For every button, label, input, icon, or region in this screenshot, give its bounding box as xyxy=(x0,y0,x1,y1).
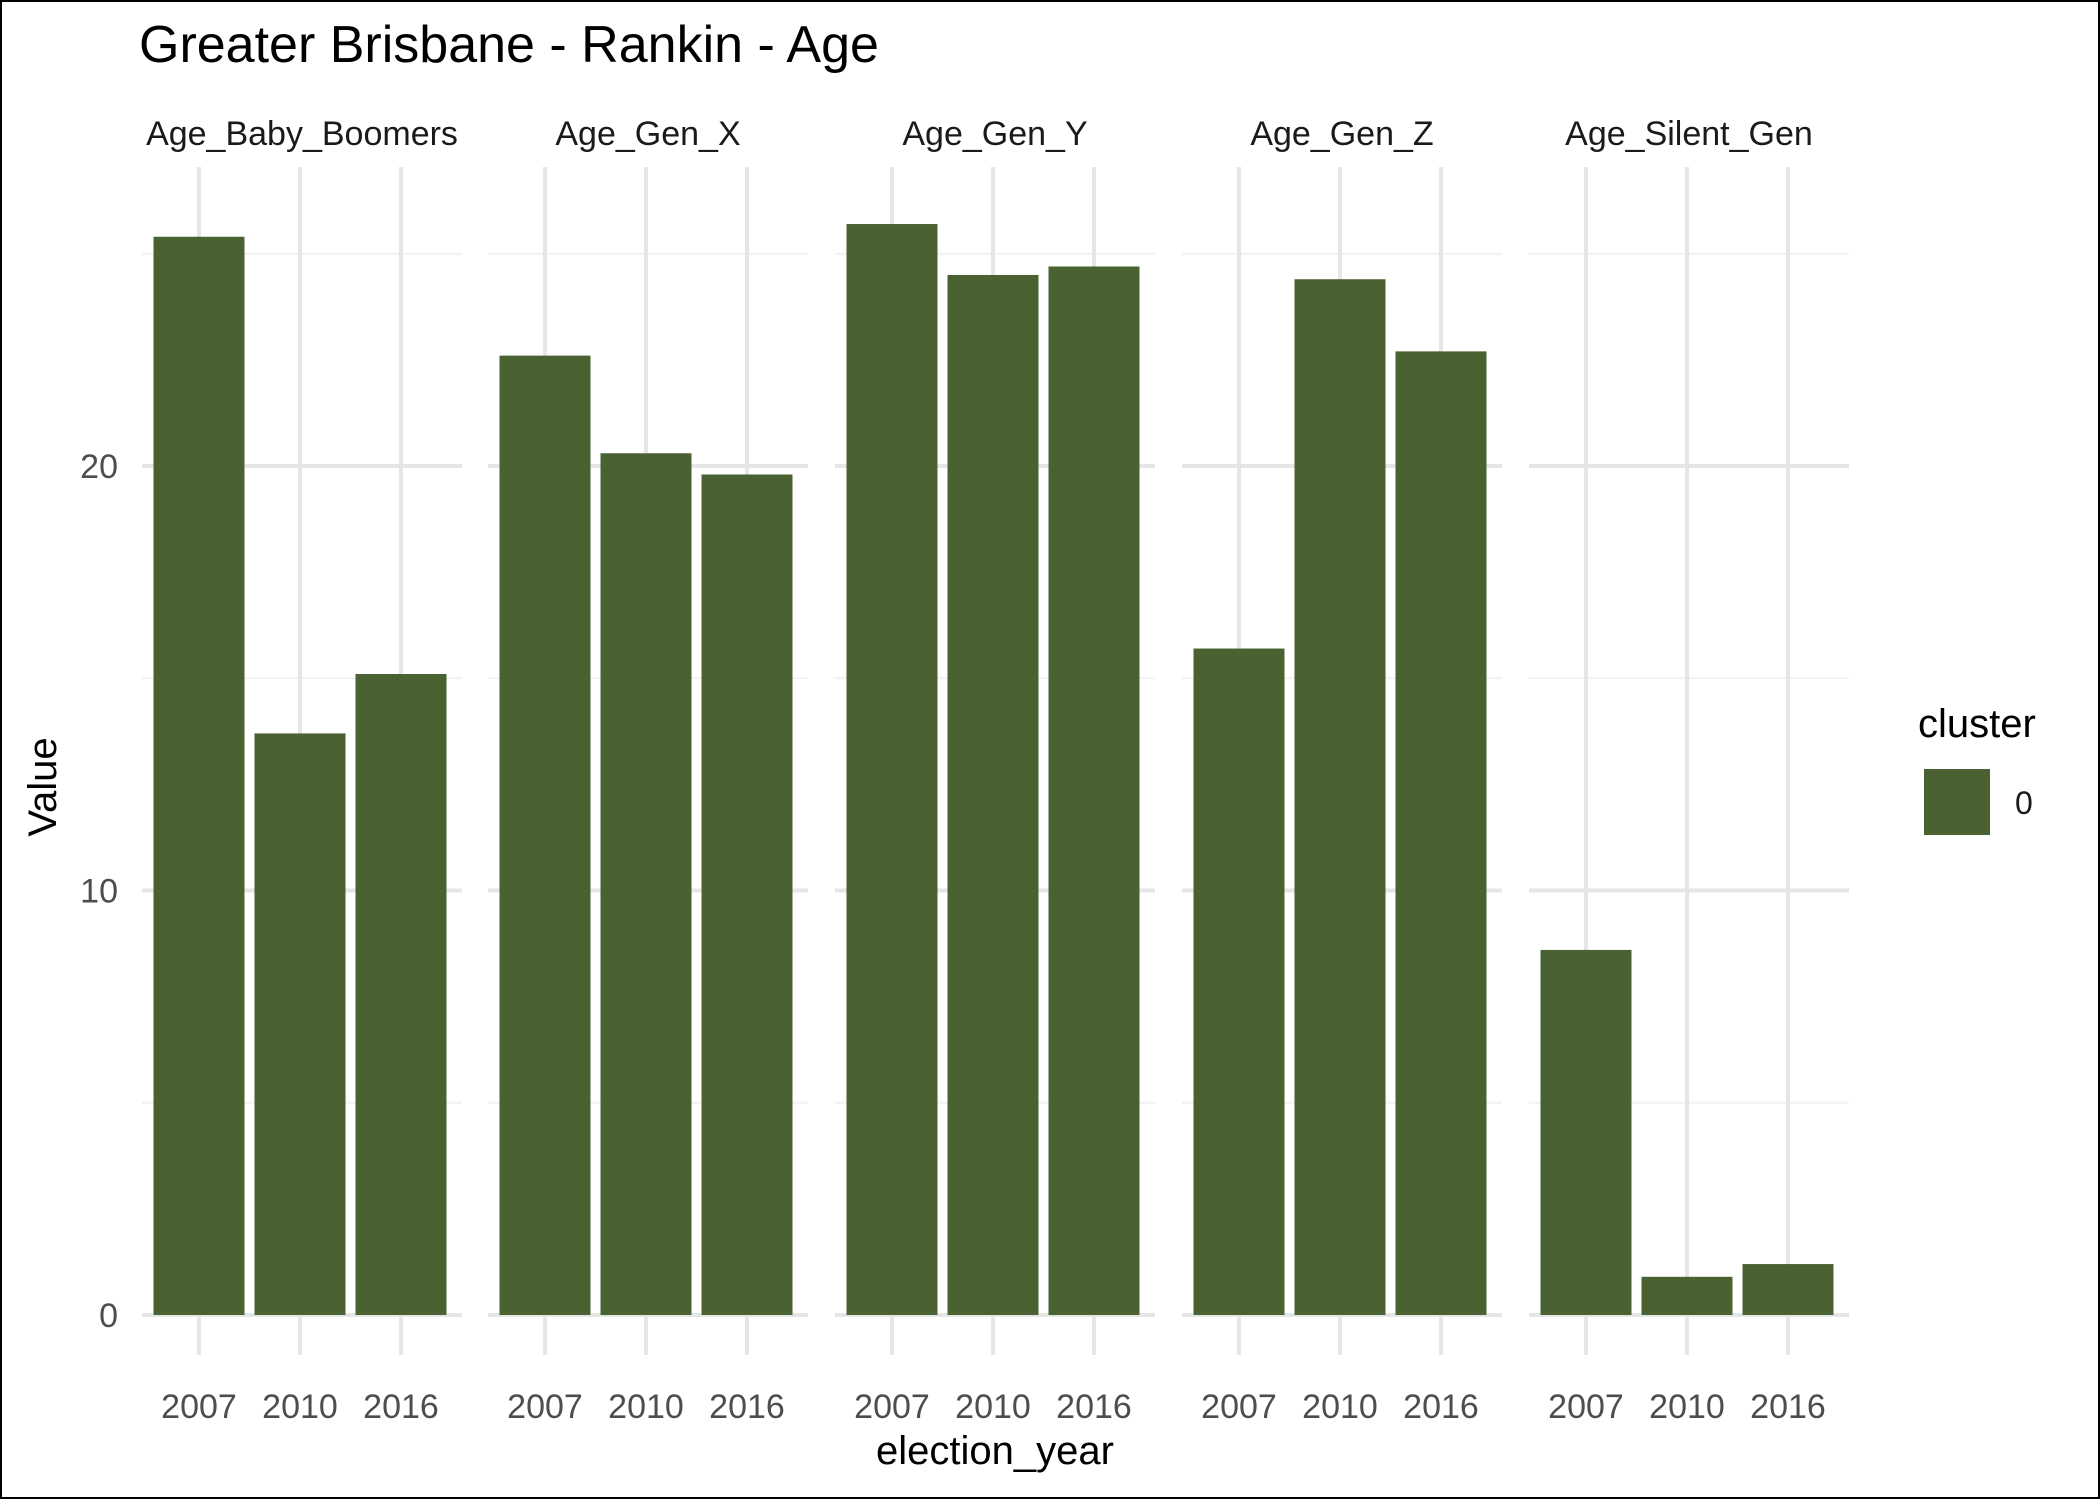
bar xyxy=(846,224,938,1315)
x-tick-label: 2016 xyxy=(709,1388,785,1426)
x-tick-label: 2010 xyxy=(955,1388,1031,1426)
bar xyxy=(1742,1264,1834,1315)
facet-panel: 2007 2010 2016 Age_Gen_Z xyxy=(1182,115,1502,1426)
x-tick-label: 2007 xyxy=(1548,1388,1624,1426)
legend: cluster 0 xyxy=(1918,702,2036,835)
x-axis-title: election_year xyxy=(876,1429,1114,1473)
x-tick-label: 2010 xyxy=(1302,1388,1378,1426)
facet-strip-label: Age_Silent_Gen xyxy=(1565,115,1813,153)
facet-strip-label: Age_Gen_Y xyxy=(902,115,1087,153)
legend-label: 0 xyxy=(2015,785,2033,821)
y-tick-label: 10 xyxy=(80,873,118,911)
bar xyxy=(947,274,1039,1316)
x-tick-label: 2007 xyxy=(1201,1388,1277,1426)
facet-panel: 2007 2010 2016 Age_Silent_Gen xyxy=(1529,115,1849,1426)
x-tick-label: 2007 xyxy=(507,1388,583,1426)
x-tick-label: 2010 xyxy=(1649,1388,1725,1426)
facet-panel: 2007 2010 2016 Age_Gen_Y xyxy=(835,115,1155,1426)
chart-title: Greater Brisbane - Rankin - Age xyxy=(139,16,879,74)
legend-title: cluster xyxy=(1918,702,2036,746)
x-tick-label: 2016 xyxy=(363,1388,439,1426)
x-tick-label: 2010 xyxy=(608,1388,684,1426)
bar xyxy=(499,355,591,1315)
bar xyxy=(1641,1276,1733,1315)
facet-panel: 2007 2010 2016 Age_Baby_Boomers xyxy=(142,115,462,1426)
bar xyxy=(600,453,692,1315)
x-tick-label: 2007 xyxy=(161,1388,237,1426)
y-tick-label: 0 xyxy=(99,1297,118,1335)
bar xyxy=(701,474,793,1315)
bar xyxy=(254,733,346,1315)
bar xyxy=(355,674,447,1315)
bar xyxy=(153,236,245,1315)
x-tick-label: 2010 xyxy=(262,1388,338,1426)
bar xyxy=(1048,266,1140,1315)
bar xyxy=(1193,648,1285,1315)
facet-strip-label: Age_Baby_Boomers xyxy=(146,115,458,153)
y-axis-title: Value xyxy=(21,737,65,836)
x-tick-label: 2016 xyxy=(1750,1388,1826,1426)
x-tick-label: 2007 xyxy=(854,1388,930,1426)
y-tick-label: 20 xyxy=(80,448,118,486)
bar xyxy=(1395,351,1487,1315)
facet-strip-label: Age_Gen_X xyxy=(555,115,740,153)
bar xyxy=(1540,949,1632,1315)
bar xyxy=(1294,279,1386,1316)
facet-strip-label: Age_Gen_Z xyxy=(1250,115,1433,153)
x-tick-label: 2016 xyxy=(1056,1388,1132,1426)
legend-swatch xyxy=(1924,769,1990,835)
x-tick-label: 2016 xyxy=(1403,1388,1479,1426)
facet-panel: 2007 2010 2016 Age_Gen_X xyxy=(488,115,808,1426)
